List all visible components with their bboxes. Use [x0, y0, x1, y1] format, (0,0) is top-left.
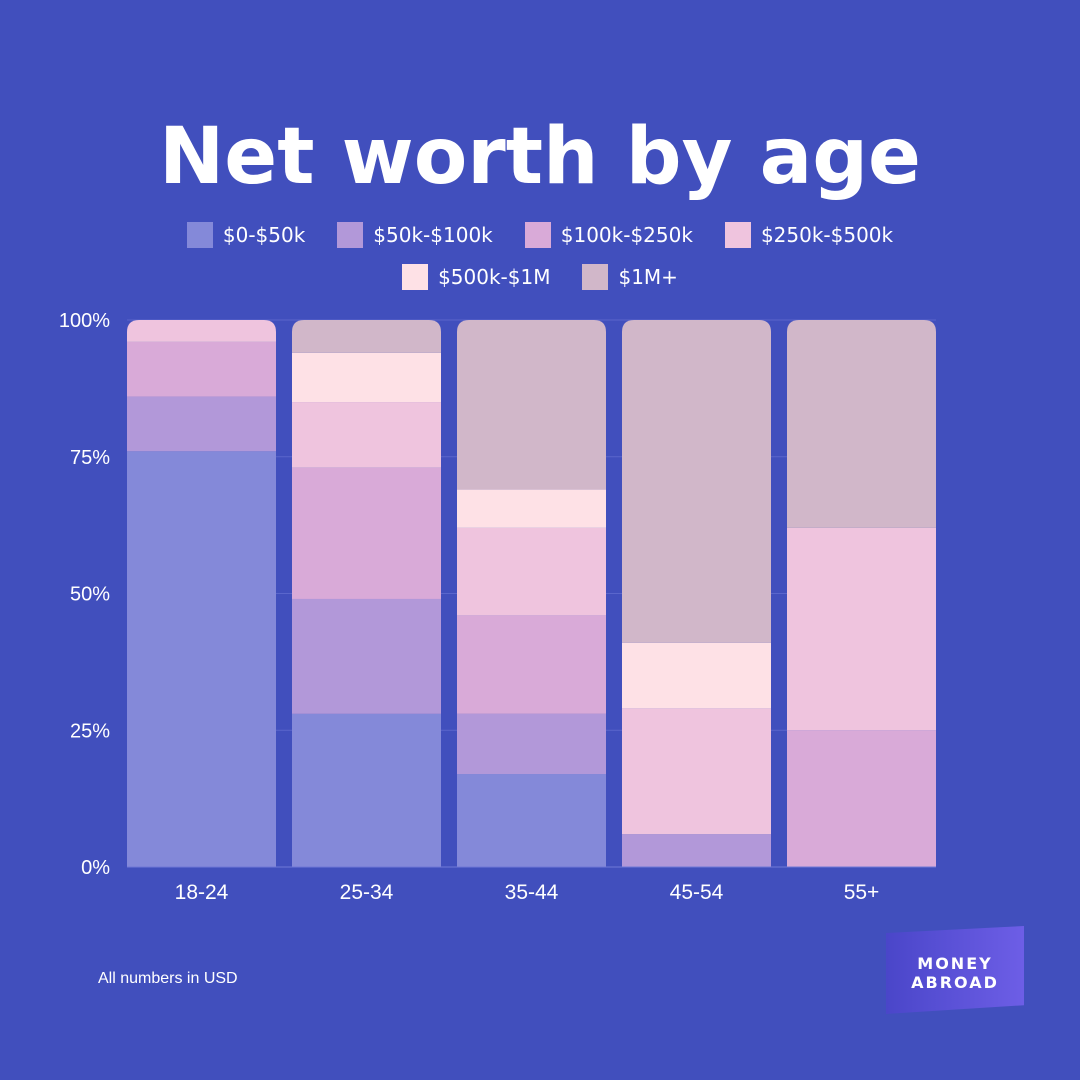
bar-segment: [292, 598, 441, 714]
bar-segment: [457, 615, 606, 714]
bar-segment: [457, 489, 606, 528]
legend-label: $500k-$1M: [438, 265, 551, 289]
y-tick-label: 100%: [59, 310, 110, 332]
legend-label: $250k-$500k: [760, 223, 894, 247]
legend-row: $0-$50k $50k-$100k $100k-$250k $250k-$50…: [0, 220, 1080, 250]
bar-segment: [787, 730, 936, 867]
legend-label: $1M+: [618, 265, 678, 289]
y-tick-label: 75%: [70, 447, 110, 469]
y-tick-label: 50%: [70, 584, 110, 606]
legend-label: $0-$50k: [222, 223, 306, 247]
bar-segment: [787, 527, 936, 731]
legend-label: $100k-$250k: [560, 223, 693, 247]
bar-segment: [622, 320, 771, 643]
stacked-bar-chart: 0% 25% 50% 75% 100% 18-24 25-34 35-44 45-54 55+: [59, 310, 936, 904]
legend-swatch: [337, 222, 364, 248]
bar-segment: [292, 402, 441, 468]
bar-segment: [457, 527, 606, 616]
bar-segment: [457, 320, 606, 490]
footnote: All numbers in USD: [98, 970, 238, 987]
bar-segment: [127, 451, 276, 867]
legend-item: $250k-$500k: [724, 222, 894, 248]
logo-line-1: MONEY: [917, 954, 993, 973]
legend-item: $1M+: [582, 264, 678, 290]
bar-segment: [127, 396, 276, 452]
legend-item: $100k-$250k: [524, 222, 693, 248]
bar-segment: [622, 834, 771, 867]
bar-segment: [457, 774, 606, 867]
x-tick-label: 35-44: [505, 881, 559, 904]
legend-item: $500k-$1M: [402, 264, 550, 290]
legend-swatch: [186, 222, 213, 248]
legend-swatch: [402, 264, 429, 290]
bar-stack: [127, 320, 276, 867]
x-tick-label: 55+: [844, 881, 880, 904]
bar-segment: [292, 713, 441, 867]
x-tick-label: 25-34: [340, 881, 394, 904]
y-tick-label: 25%: [70, 720, 110, 742]
legend-row: $500k-$1M $1M+: [0, 262, 1080, 292]
bar-segment: [457, 713, 606, 775]
logo-line-2: ABROAD: [911, 973, 999, 992]
bar-segment: [622, 708, 771, 835]
bar-stack: [787, 320, 936, 867]
y-tick-label: 0%: [81, 857, 110, 879]
legend: $0-$50k $50k-$100k $100k-$250k $250k-$50…: [0, 220, 1080, 304]
legend-item: $50k-$100k: [337, 222, 493, 248]
logo-background: [886, 926, 1024, 1014]
bar-segment: [127, 320, 276, 342]
bar-segment: [292, 352, 441, 403]
legend-item: $0-$50k: [186, 222, 306, 248]
bar-segment: [292, 467, 441, 599]
bar-stack: [457, 320, 606, 867]
bar-segment: [292, 320, 441, 353]
bar-stack: [292, 320, 441, 867]
bar-segment: [127, 341, 276, 397]
bar-stack: [622, 320, 771, 867]
money-abroad-logo: MONEY ABROAD: [886, 926, 1026, 1018]
legend-swatch: [582, 264, 609, 290]
legend-swatch: [724, 222, 751, 248]
bar-segment: [787, 320, 936, 528]
legend-label: $50k-$100k: [373, 223, 493, 247]
legend-swatch: [524, 222, 551, 248]
bar-segment: [622, 642, 771, 709]
logo-text: MONEY ABROAD: [886, 954, 1024, 992]
chart-title: Net worth by age: [159, 112, 921, 202]
x-tick-label: 45-54: [670, 881, 724, 904]
x-tick-label: 18-24: [175, 881, 229, 904]
